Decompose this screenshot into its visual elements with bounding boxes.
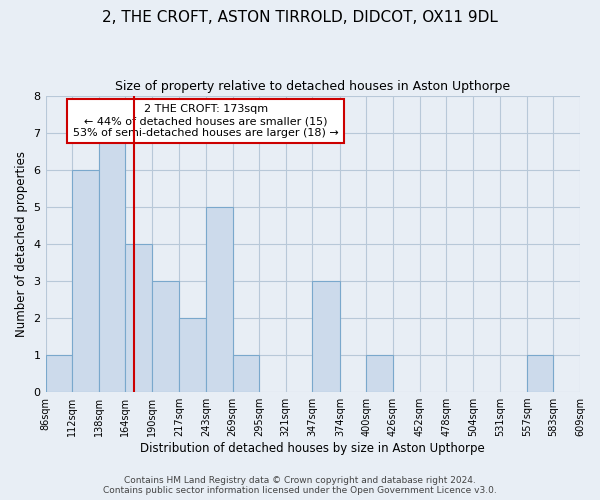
Text: Contains HM Land Registry data © Crown copyright and database right 2024.
Contai: Contains HM Land Registry data © Crown c… <box>103 476 497 495</box>
Y-axis label: Number of detached properties: Number of detached properties <box>15 151 28 337</box>
Bar <box>98 132 125 392</box>
Title: Size of property relative to detached houses in Aston Upthorpe: Size of property relative to detached ho… <box>115 80 511 93</box>
Bar <box>152 281 179 392</box>
Bar <box>527 355 553 392</box>
Bar <box>72 170 98 392</box>
Bar <box>312 281 340 392</box>
Bar <box>125 244 152 392</box>
Bar <box>367 355 393 392</box>
Bar <box>46 355 72 392</box>
Bar <box>179 318 206 392</box>
Text: 2, THE CROFT, ASTON TIRROLD, DIDCOT, OX11 9DL: 2, THE CROFT, ASTON TIRROLD, DIDCOT, OX1… <box>102 10 498 25</box>
X-axis label: Distribution of detached houses by size in Aston Upthorpe: Distribution of detached houses by size … <box>140 442 485 455</box>
Bar <box>206 207 233 392</box>
Bar <box>233 355 259 392</box>
Text: 2 THE CROFT: 173sqm
← 44% of detached houses are smaller (15)
53% of semi-detach: 2 THE CROFT: 173sqm ← 44% of detached ho… <box>73 104 339 138</box>
